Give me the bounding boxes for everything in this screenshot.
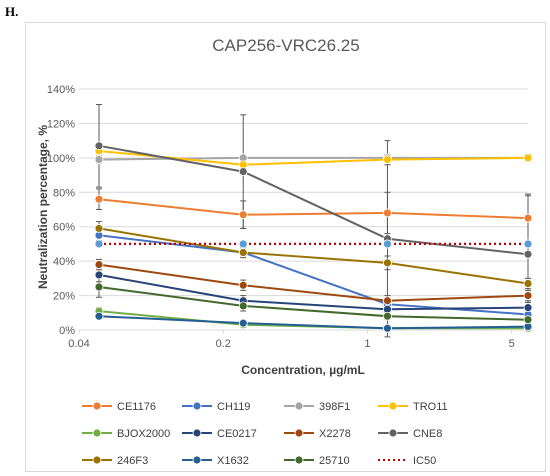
y-tick-label: 140% bbox=[47, 84, 75, 96]
y-tick-label: 80% bbox=[53, 187, 75, 199]
x-axis-title: Concentration, µg/mL bbox=[241, 363, 365, 377]
legend-swatch-marker bbox=[294, 428, 304, 438]
legend-swatch-marker bbox=[192, 428, 202, 438]
series-line-cne8 bbox=[98, 144, 529, 256]
y-tick-labels: 0% 20% 40% 60% 80% 100% 120% 140% bbox=[47, 84, 75, 337]
data-point bbox=[238, 248, 248, 257]
data-point bbox=[94, 239, 104, 249]
legend-label: CH119 bbox=[217, 401, 250, 413]
legend-swatch-marker bbox=[92, 428, 102, 438]
legend-label: CE1176 bbox=[117, 401, 156, 413]
legend-label: BJOX2000 bbox=[117, 428, 170, 440]
legend-swatch-marker bbox=[192, 401, 202, 411]
legend-swatch-marker bbox=[92, 455, 102, 465]
legend-swatch-marker bbox=[92, 401, 102, 411]
legend-swatch-marker bbox=[294, 455, 304, 465]
data-point bbox=[238, 280, 248, 290]
data-point bbox=[523, 153, 533, 163]
error-bars bbox=[95, 103, 531, 338]
legend-label: IC50 bbox=[413, 455, 436, 467]
y-tick-label: 40% bbox=[53, 256, 75, 268]
data-point bbox=[383, 155, 392, 164]
data-point bbox=[94, 224, 104, 233]
series-line-x2278 bbox=[98, 263, 529, 302]
data-point bbox=[523, 291, 533, 300]
data-point bbox=[94, 311, 104, 321]
data-point bbox=[94, 282, 104, 292]
x-tick-labels: 0.04 0.2 1 5 bbox=[68, 338, 514, 350]
data-point bbox=[238, 301, 248, 311]
data-point bbox=[383, 323, 392, 333]
legend-swatch-marker bbox=[388, 401, 398, 411]
data-point bbox=[238, 210, 248, 220]
legend-label: 246F3 bbox=[117, 455, 148, 467]
series-line-246f3 bbox=[98, 227, 529, 285]
data-point bbox=[383, 208, 392, 218]
data-point bbox=[94, 155, 104, 164]
data-point bbox=[238, 239, 248, 249]
data-point bbox=[238, 318, 248, 328]
series-line-ce1176 bbox=[98, 198, 529, 220]
data-point bbox=[383, 311, 392, 321]
legend-label: CNE8 bbox=[413, 428, 442, 440]
data-point bbox=[523, 239, 533, 249]
data-point bbox=[523, 279, 533, 288]
data-point bbox=[94, 260, 104, 269]
data-point bbox=[383, 296, 392, 306]
series-line-ce0217 bbox=[98, 273, 529, 311]
data-point bbox=[383, 258, 392, 268]
legend-label: X1632 bbox=[217, 455, 249, 467]
chart-title: CAP256-VRC26.25 bbox=[212, 36, 359, 55]
data-point bbox=[94, 194, 104, 204]
x-tick-label: 1 bbox=[364, 338, 370, 350]
series-line-x1632 bbox=[98, 315, 529, 330]
legend: CE1176 CH119 398F1 TRO11 BJOX2000 CE0217 X2278… bbox=[82, 401, 448, 467]
legend-label: X2278 bbox=[319, 428, 351, 440]
data-point bbox=[94, 141, 104, 151]
legend-swatch-marker bbox=[388, 428, 398, 438]
series-line-25710 bbox=[98, 286, 529, 321]
data-point bbox=[523, 213, 533, 223]
data-point bbox=[238, 167, 248, 177]
data-point bbox=[523, 303, 533, 313]
legend-swatch-marker bbox=[294, 401, 304, 411]
legend-swatch-marker bbox=[192, 455, 202, 465]
y-tick-label: 0% bbox=[59, 325, 75, 337]
legend-label: 398F1 bbox=[319, 401, 350, 413]
legend-label: TRO11 bbox=[413, 401, 448, 413]
legend-label: 25710 bbox=[319, 455, 350, 467]
data-point bbox=[383, 239, 392, 249]
y-tick-label: 100% bbox=[47, 153, 75, 165]
x-tick-label: 0.2 bbox=[216, 338, 231, 350]
chart-frame bbox=[25, 22, 546, 472]
y-tick-label: 60% bbox=[53, 222, 75, 234]
data-points bbox=[94, 141, 533, 333]
x-tick-label: 5 bbox=[509, 338, 515, 350]
series-lines bbox=[98, 144, 529, 330]
x-tick-label: 0.04 bbox=[68, 338, 89, 350]
data-point bbox=[94, 270, 104, 280]
y-axis-title: Neutralization percentage, % bbox=[36, 125, 50, 289]
y-tick-label: 20% bbox=[53, 291, 75, 303]
data-point bbox=[523, 315, 533, 325]
legend-label: CE0217 bbox=[217, 428, 257, 440]
panel-label: H. bbox=[5, 4, 19, 19]
y-tick-label: 120% bbox=[47, 118, 75, 130]
data-point bbox=[523, 249, 533, 259]
